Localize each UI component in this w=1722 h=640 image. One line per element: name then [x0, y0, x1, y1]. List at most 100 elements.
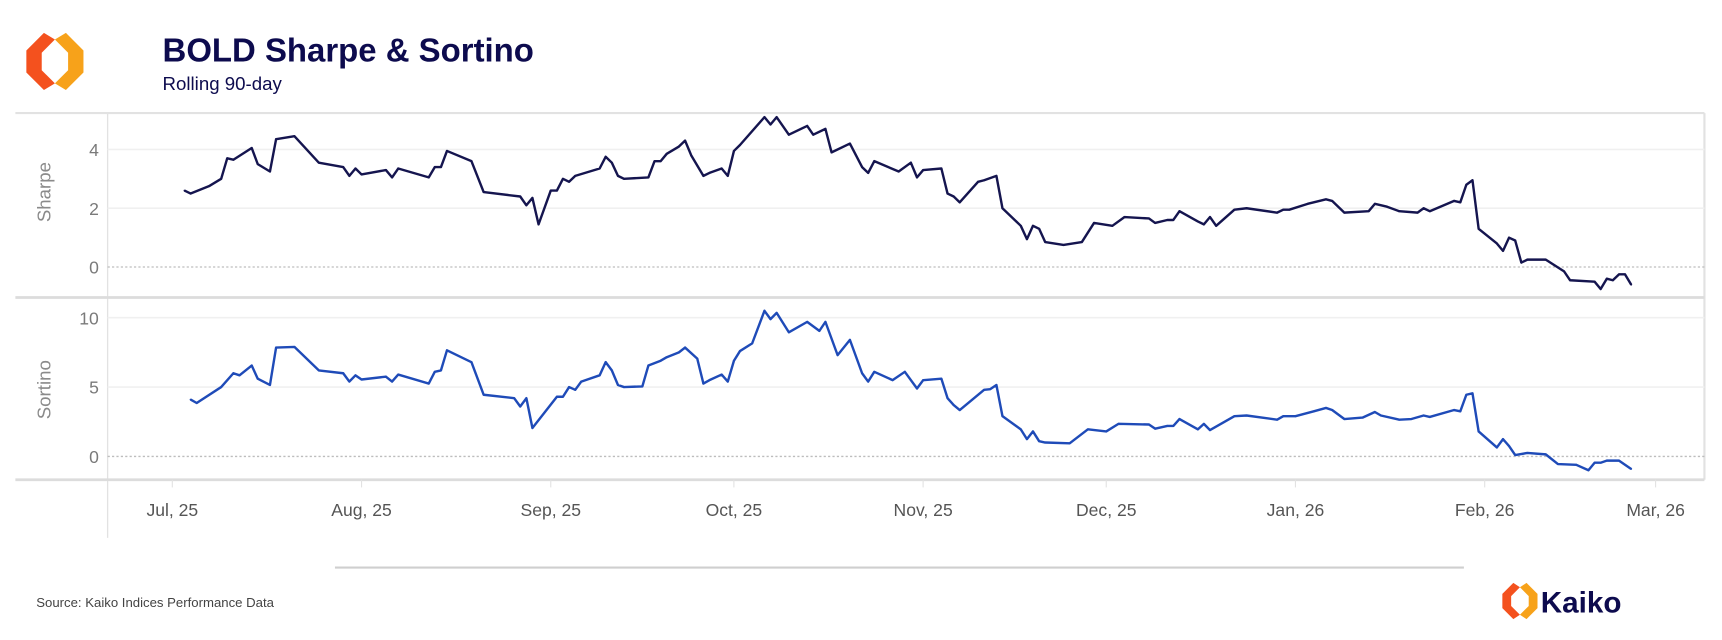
sortino-point [1166, 424, 1169, 427]
y-tick-label: 5 [89, 378, 99, 398]
sharpe-point [1520, 261, 1523, 264]
sortino-point [189, 398, 192, 401]
sharpe-point [940, 167, 943, 170]
y-tick-label: 2 [89, 199, 99, 219]
sortino-point [739, 350, 741, 353]
sortino-point [1209, 429, 1211, 432]
sharpe-point [269, 170, 271, 173]
sortino-point [1630, 467, 1633, 470]
sharpe-point [427, 176, 430, 179]
sortino-point [561, 395, 564, 398]
sharpe-point [1459, 201, 1462, 204]
sharpe-point [354, 167, 357, 170]
sharpe-point [1166, 218, 1169, 221]
sharpe-point [952, 195, 955, 198]
sharpe-point [665, 152, 668, 155]
sortino-point [806, 320, 809, 323]
sharpe-point [1599, 288, 1602, 291]
sortino-point [1172, 424, 1175, 427]
sortino-point [1471, 392, 1474, 395]
sharpe-point [1209, 216, 1211, 219]
sortino-point [1459, 410, 1462, 413]
sharpe-point [1044, 241, 1047, 244]
sortino-point [1038, 440, 1041, 443]
sharpe-point [1465, 183, 1468, 186]
sharpe-panel: 0 2 4 [89, 115, 1705, 291]
sharpe-point [1062, 243, 1065, 246]
sharpe-point [1032, 224, 1034, 227]
sortino-point [470, 361, 473, 364]
chart-title: BOLD Sharpe & Sortino [163, 31, 534, 68]
sharpe-point [1093, 221, 1096, 224]
x-axis: Jul, 25 Aug, 25 Sep, 25 Oct, 25 Nov, 25 Dec, … [146, 479, 1685, 520]
sortino-point [751, 342, 754, 345]
y-tick-label: 0 [89, 447, 99, 467]
sharpe-point [946, 192, 949, 195]
y-tick-label: 0 [89, 258, 99, 278]
sharpe-point [708, 171, 711, 174]
sortino-point [317, 369, 320, 372]
sortino-line [190, 309, 1632, 472]
sortino-point [1044, 441, 1047, 444]
sharpe-point [897, 170, 900, 173]
sortino-point [256, 377, 259, 380]
sharpe-point [1172, 218, 1175, 221]
sortino-point [342, 372, 345, 375]
sortino-point [787, 331, 790, 334]
sortino-point [1086, 428, 1089, 431]
sortino-point [848, 338, 851, 341]
sharpe-point [482, 191, 485, 194]
sortino-point [647, 364, 650, 367]
sharpe-point [1544, 258, 1547, 261]
kaiko-logo-icon [26, 32, 84, 91]
x-tick-label: Aug, 25 [331, 500, 392, 520]
sortino-point [922, 379, 925, 382]
sortino-point [1361, 416, 1364, 419]
sharpe-point [922, 169, 925, 172]
sortino-point [659, 359, 662, 362]
sharpe-point [995, 174, 998, 177]
sharpe-point [1324, 198, 1327, 201]
sharpe-point [732, 149, 735, 152]
sortino-point [1001, 415, 1004, 418]
sortino-point [916, 387, 919, 390]
sortino-point [1178, 417, 1181, 420]
x-tick-label: Mar, 26 [1626, 500, 1685, 520]
sortino-point [604, 361, 607, 364]
sortino-point [763, 309, 766, 312]
sortino-point [1502, 438, 1504, 441]
sharpe-point [1019, 224, 1022, 227]
sharpe-point [623, 177, 626, 180]
sortino-point [348, 380, 351, 383]
sortino-point [574, 388, 577, 391]
sharpe-point [568, 180, 571, 183]
sharpe-point [1453, 199, 1456, 202]
sharpe-point [360, 173, 363, 176]
sortino-point [1508, 445, 1511, 448]
sortino-point [1617, 459, 1620, 462]
sortino-point [482, 393, 485, 396]
sortino-point [1465, 393, 1468, 396]
sortino-point [220, 386, 223, 389]
sortino-point [1343, 417, 1346, 420]
sortino-point [1294, 415, 1297, 418]
sortino-point [568, 386, 571, 389]
sortino-point [525, 397, 528, 400]
sharpe-point [189, 192, 192, 195]
sharpe-point [446, 149, 448, 152]
sortino-point [1276, 418, 1279, 421]
sortino-point [439, 369, 442, 372]
brand-name: Kaiko [1541, 587, 1622, 620]
sortino-point [1587, 469, 1590, 472]
sortino-point [891, 379, 894, 382]
chart-subtitle: Rolling 90-day [163, 73, 283, 94]
sharpe-point [824, 127, 827, 130]
sortino-point [238, 374, 241, 377]
sharpe-point [1001, 207, 1004, 210]
sortino-point [775, 311, 778, 314]
sortino-point [1593, 461, 1596, 464]
sortino-point [269, 384, 271, 386]
sortino-point [677, 351, 680, 354]
sharpe-point [1617, 273, 1620, 276]
sortino-point [1324, 406, 1327, 409]
